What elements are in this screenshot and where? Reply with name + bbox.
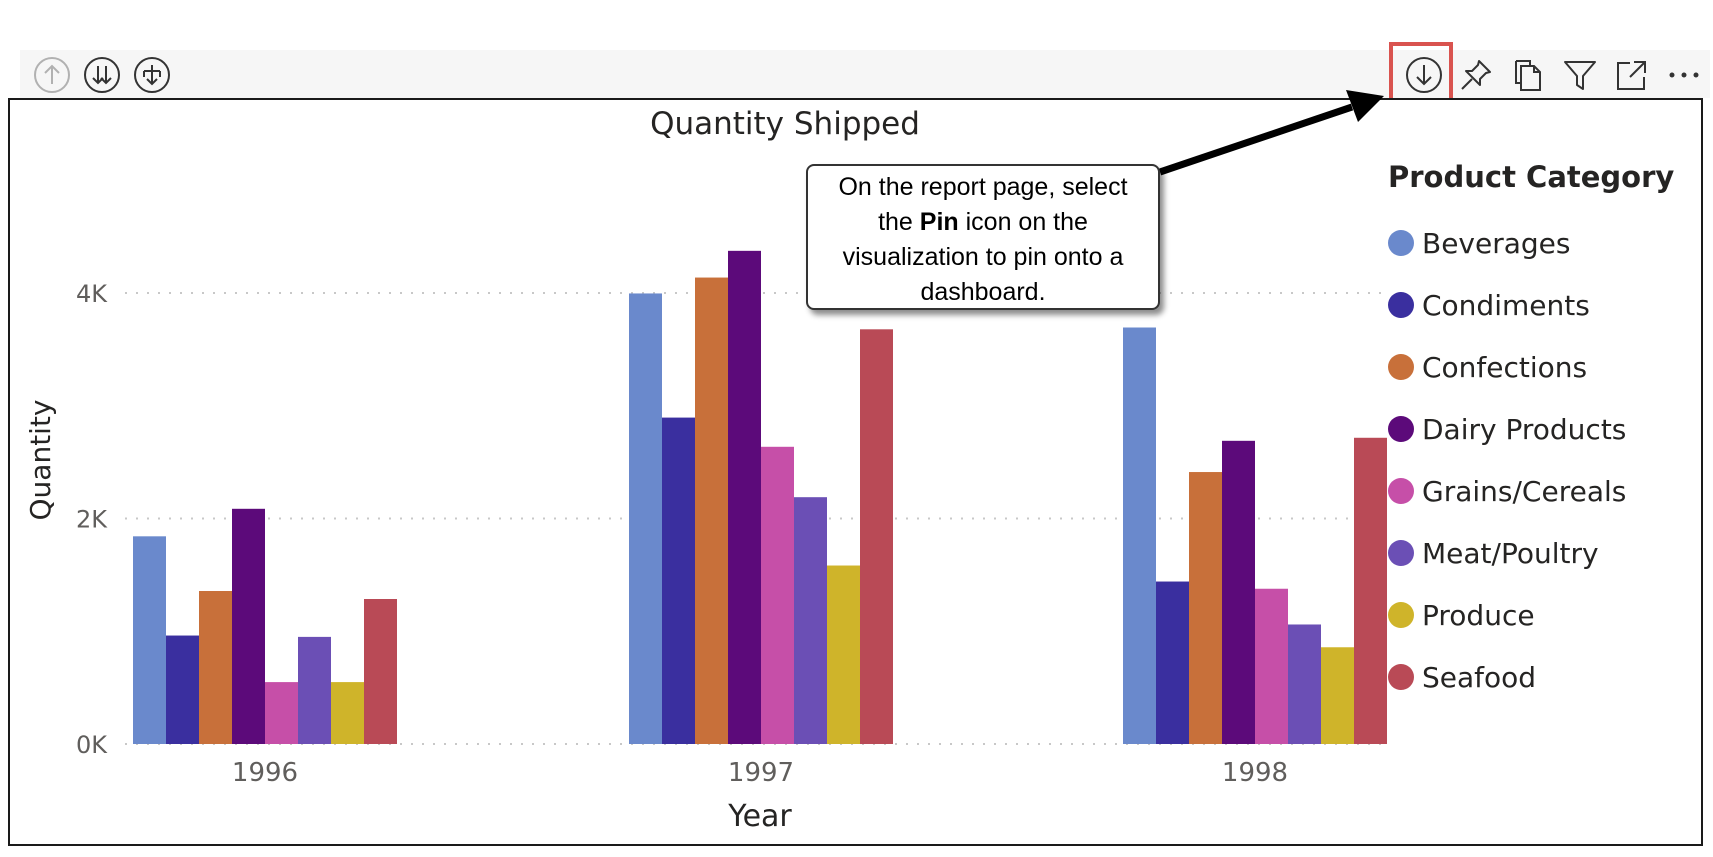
- legend-label: Dairy Products: [1422, 412, 1627, 446]
- copy-icon: [1515, 60, 1541, 91]
- bar-dairy-products-1998[interactable]: [1222, 440, 1255, 744]
- bar-condiments-1998[interactable]: [1156, 581, 1189, 744]
- legend-swatch: [1388, 230, 1414, 256]
- legend-label: Produce: [1422, 598, 1535, 632]
- chart-legend: Product Category Beverages Condiments Conf…: [1388, 160, 1708, 708]
- y-tick-label: 2K: [76, 506, 108, 534]
- callout-arrow: [1158, 103, 1354, 176]
- bar-meat-poultry-1996[interactable]: [298, 636, 331, 744]
- x-tick-label: 1998: [1222, 758, 1288, 788]
- callout-text-pre: the: [878, 208, 920, 236]
- x-tick-label: 1997: [728, 758, 794, 788]
- bar-dairy-products-1997[interactable]: [728, 250, 761, 745]
- bar-confections-1998[interactable]: [1189, 472, 1222, 744]
- visual-header-toolbar: [20, 50, 1710, 98]
- x-tick-label: 1996: [232, 758, 298, 788]
- focus-mode-icon: [1617, 61, 1646, 90]
- chart-title: Quantity Shipped: [650, 106, 920, 142]
- bar-grains-cereals-1996[interactable]: [265, 682, 298, 744]
- drill-controls: [30, 54, 174, 96]
- legend-label: Meat/Poultry: [1422, 536, 1599, 570]
- x-axis-title: Year: [727, 799, 792, 834]
- legend-item[interactable]: Dairy Products: [1388, 398, 1708, 460]
- y-tick-label: 4K: [76, 280, 108, 308]
- legend-item[interactable]: Meat/Poultry: [1388, 522, 1708, 584]
- bar-seafood-1998[interactable]: [1354, 437, 1387, 744]
- pin-visual-button[interactable]: [1454, 54, 1498, 96]
- legend-swatch: [1388, 416, 1414, 442]
- bar-condiments-1996[interactable]: [166, 635, 199, 744]
- callout-bold-pin: Pin: [919, 208, 959, 236]
- filter-icon: [1564, 61, 1596, 90]
- bar-grains-cereals-1997[interactable]: [761, 446, 794, 744]
- expand-next-level-button[interactable]: [130, 54, 174, 96]
- focus-mode-button[interactable]: [1610, 54, 1654, 96]
- y-axis-title: Quantity: [24, 400, 57, 521]
- callout-line-4: dashboard.: [920, 278, 1046, 306]
- bar-produce-1996[interactable]: [331, 682, 364, 744]
- legend-label: Beverages: [1422, 226, 1571, 260]
- next-level-button[interactable]: [80, 54, 124, 96]
- legend-title: Product Category: [1388, 160, 1675, 194]
- legend-item[interactable]: Condiments: [1388, 274, 1708, 336]
- legend-swatch: [1388, 354, 1414, 380]
- bar-grains-cereals-1998[interactable]: [1255, 588, 1288, 744]
- bar-beverages-1997[interactable]: [629, 293, 662, 744]
- legend-item[interactable]: Confections: [1388, 336, 1708, 398]
- drill-up-button[interactable]: [30, 54, 74, 96]
- callout-line-3: visualization to pin onto a: [842, 243, 1124, 271]
- legend-item[interactable]: Seafood: [1388, 646, 1708, 708]
- drill-mode-icon: [1406, 57, 1442, 93]
- bar-confections-1996[interactable]: [199, 590, 232, 744]
- bar-meat-poultry-1997[interactable]: [794, 497, 827, 744]
- legend-swatch: [1388, 540, 1414, 566]
- callout-line-2: the Pin icon on the: [822, 205, 1144, 240]
- instruction-callout: On the report page, select the Pin icon …: [806, 164, 1160, 310]
- pin-icon: [1461, 60, 1491, 90]
- legend-swatch: [1388, 292, 1414, 318]
- legend-item[interactable]: Beverages: [1388, 212, 1708, 274]
- visual-actions: [1402, 54, 1706, 96]
- more-options-button[interactable]: [1662, 54, 1706, 96]
- bar-confections-1997[interactable]: [695, 277, 728, 744]
- y-tick-label: 0K: [76, 731, 108, 759]
- filter-button[interactable]: [1558, 54, 1602, 96]
- expand-down-icon: [134, 57, 170, 93]
- bar-produce-1998[interactable]: [1321, 647, 1354, 744]
- copy-visual-button[interactable]: [1506, 54, 1550, 96]
- more-options-icon: [1669, 72, 1699, 78]
- expand-all-down-icon: [84, 57, 120, 93]
- legend-label: Seafood: [1422, 660, 1537, 694]
- bar-seafood-1996[interactable]: [364, 599, 397, 744]
- legend-item[interactable]: Produce: [1388, 584, 1708, 646]
- callout-line-1: On the report page, select: [838, 173, 1128, 201]
- bar-meat-poultry-1998[interactable]: [1288, 624, 1321, 744]
- bar-beverages-1996[interactable]: [133, 536, 166, 744]
- bar-dairy-products-1996[interactable]: [232, 508, 265, 744]
- legend-item[interactable]: Grains/Cereals: [1388, 460, 1708, 522]
- callout-text-post: icon on the: [958, 208, 1088, 236]
- bar-beverages-1998[interactable]: [1123, 327, 1156, 744]
- callout-arrowhead: [1346, 90, 1384, 122]
- drill-mode-button[interactable]: [1402, 54, 1446, 96]
- legend-label: Condiments: [1422, 288, 1590, 322]
- legend-label: Grains/Cereals: [1422, 474, 1627, 508]
- bar-produce-1997[interactable]: [827, 565, 860, 744]
- legend-swatch: [1388, 664, 1414, 690]
- drill-up-icon: [34, 57, 70, 93]
- bar-condiments-1997[interactable]: [662, 417, 695, 744]
- bar-seafood-1997[interactable]: [860, 329, 893, 744]
- legend-swatch: [1388, 602, 1414, 628]
- legend-label: Confections: [1422, 350, 1588, 384]
- legend-swatch: [1388, 478, 1414, 504]
